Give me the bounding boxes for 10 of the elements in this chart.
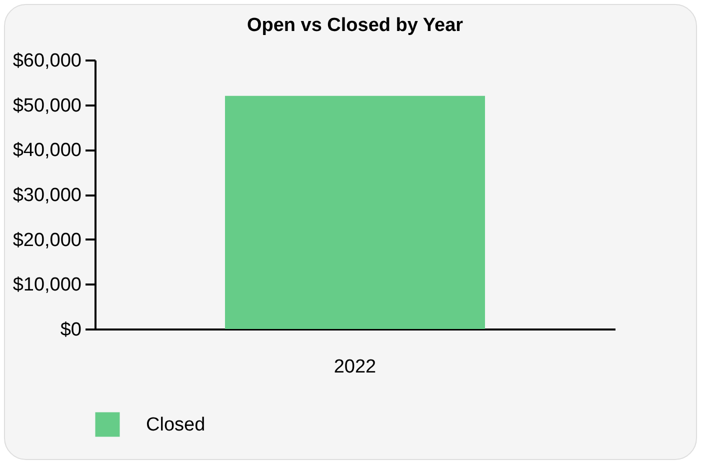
chart-title: Open vs Closed by Year xyxy=(246,15,464,36)
y-tick-label: $60,000 xyxy=(12,50,82,72)
legend-label: Closed xyxy=(146,414,206,436)
x-tick-label: 2022 xyxy=(334,356,376,378)
y-tick-label: $40,000 xyxy=(12,140,82,162)
y-tick-label: $10,000 xyxy=(12,274,82,296)
y-tick-label: $50,000 xyxy=(12,95,82,116)
y-tick-label: $30,000 xyxy=(12,185,82,206)
y-tick-label: $20,000 xyxy=(12,230,82,251)
y-tick-label: $0 xyxy=(60,320,82,340)
